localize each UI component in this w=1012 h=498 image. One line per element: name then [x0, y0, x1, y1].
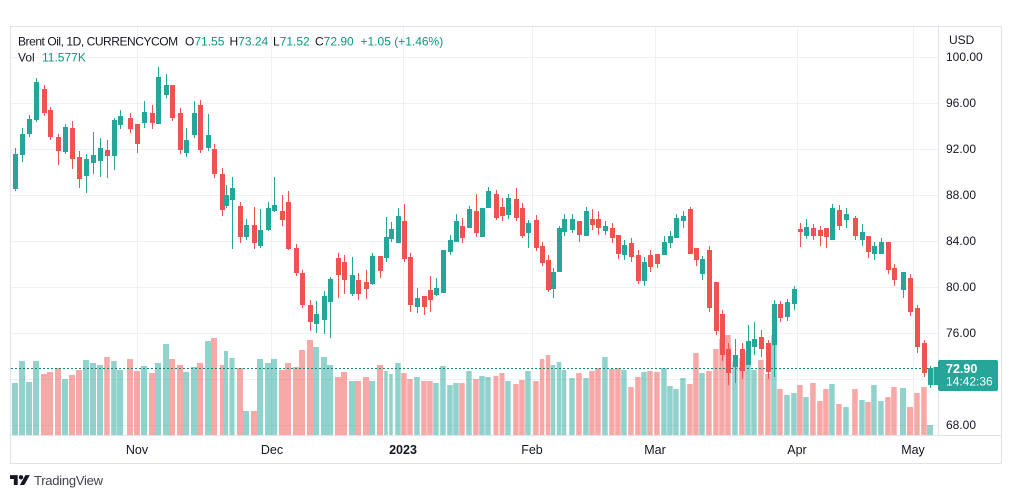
svg-text:+1.05 (+1.46%): +1.05 (+1.46%) [361, 35, 444, 49]
svg-text:100.00: 100.00 [946, 50, 983, 64]
svg-text:USD: USD [949, 33, 975, 47]
svg-text:80.00: 80.00 [946, 280, 976, 294]
svg-text:88.00: 88.00 [946, 188, 976, 202]
svg-text:Vol: Vol [18, 51, 35, 65]
svg-text:Dec: Dec [261, 443, 283, 457]
svg-text:Apr: Apr [787, 443, 806, 457]
svg-text:11.577K: 11.577K [42, 51, 86, 65]
svg-text:H73.24: H73.24 [230, 35, 269, 49]
svg-text:92.00: 92.00 [946, 142, 976, 156]
svg-text:May: May [901, 443, 925, 457]
svg-text:96.00: 96.00 [946, 96, 976, 110]
svg-text:O71.55: O71.55 [185, 35, 225, 49]
svg-text:76.00: 76.00 [946, 326, 976, 340]
svg-text:L71.52: L71.52 [273, 35, 310, 49]
svg-text:Brent Oil, 1D, CURRENCYCOM: Brent Oil, 1D, CURRENCYCOM [18, 35, 178, 49]
svg-text:2023: 2023 [389, 443, 417, 457]
svg-text:Feb: Feb [521, 443, 543, 457]
svg-text:C72.90: C72.90 [315, 35, 354, 49]
svg-text:72.90: 72.90 [946, 362, 977, 376]
svg-text:84.00: 84.00 [946, 234, 976, 248]
svg-text:TradingView: TradingView [34, 473, 104, 488]
svg-text:Nov: Nov [126, 443, 149, 457]
svg-text:14:42:36: 14:42:36 [946, 375, 993, 389]
svg-text:68.00: 68.00 [946, 418, 976, 432]
svg-text:Mar: Mar [644, 443, 666, 457]
